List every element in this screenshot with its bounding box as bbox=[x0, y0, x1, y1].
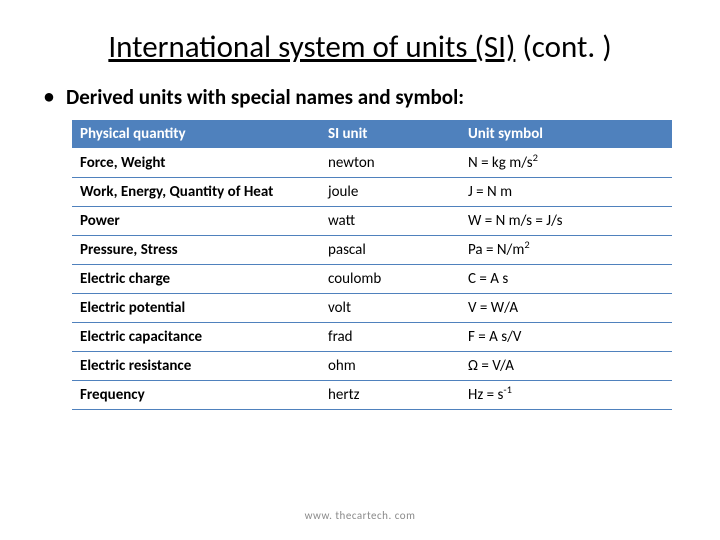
bullet-line: • Derived units with special names and s… bbox=[44, 84, 676, 110]
cell-symbol: V = W/A bbox=[460, 294, 672, 323]
si-units-table: Physical quantity SI unit Unit symbol Fo… bbox=[72, 120, 672, 410]
cell-symbol: W = N m/s = J/s bbox=[460, 207, 672, 236]
table-row: PowerwattW = N m/s = J/s bbox=[72, 207, 672, 236]
table-row: FrequencyhertzHz = s-1 bbox=[72, 381, 672, 410]
cell-symbol: C = A s bbox=[460, 265, 672, 294]
table-row: Electric potentialvoltV = W/A bbox=[72, 294, 672, 323]
cell-unit: hertz bbox=[320, 381, 460, 410]
col-header-qty: Physical quantity bbox=[72, 120, 320, 149]
cell-qty: Electric potential bbox=[72, 294, 320, 323]
cell-qty: Electric capacitance bbox=[72, 323, 320, 352]
cell-unit: coulomb bbox=[320, 265, 460, 294]
title-underlined: International system of units (SI) bbox=[108, 28, 515, 66]
col-header-symbol: Unit symbol bbox=[460, 120, 672, 149]
slide: International system of units (SI) (cont… bbox=[0, 0, 720, 540]
title-rest: (cont. ) bbox=[515, 28, 611, 66]
table-row: Work, Energy, Quantity of HeatjouleJ = N… bbox=[72, 178, 672, 207]
table-header-row: Physical quantity SI unit Unit symbol bbox=[72, 120, 672, 149]
bullet-dot-icon: • bbox=[44, 84, 54, 110]
cell-qty: Frequency bbox=[72, 381, 320, 410]
table-row: Pressure, StresspascalPa = N/m2 bbox=[72, 236, 672, 265]
cell-symbol: Pa = N/m2 bbox=[460, 236, 672, 265]
cell-qty: Power bbox=[72, 207, 320, 236]
cell-symbol: N = kg m/s2 bbox=[460, 149, 672, 178]
cell-qty: Electric resistance bbox=[72, 352, 320, 381]
col-header-unit: SI unit bbox=[320, 120, 460, 149]
cell-unit: newton bbox=[320, 149, 460, 178]
table-row: Force, WeightnewtonN = kg m/s2 bbox=[72, 149, 672, 178]
cell-symbol: Ω = V/A bbox=[460, 352, 672, 381]
cell-unit: joule bbox=[320, 178, 460, 207]
cell-qty: Work, Energy, Quantity of Heat bbox=[72, 178, 320, 207]
cell-unit: ohm bbox=[320, 352, 460, 381]
table-row: Electric capacitancefradF = A s/V bbox=[72, 323, 672, 352]
page-title: International system of units (SI) (cont… bbox=[44, 28, 676, 66]
cell-unit: frad bbox=[320, 323, 460, 352]
cell-symbol: F = A s/V bbox=[460, 323, 672, 352]
cell-symbol: Hz = s-1 bbox=[460, 381, 672, 410]
cell-qty: Electric charge bbox=[72, 265, 320, 294]
cell-qty: Force, Weight bbox=[72, 149, 320, 178]
bullet-text: Derived units with special names and sym… bbox=[66, 84, 464, 110]
cell-unit: volt bbox=[320, 294, 460, 323]
cell-unit: pascal bbox=[320, 236, 460, 265]
table-row: Electric resistanceohmΩ = V/A bbox=[72, 352, 672, 381]
cell-symbol: J = N m bbox=[460, 178, 672, 207]
cell-unit: watt bbox=[320, 207, 460, 236]
table-row: Electric chargecoulombC = A s bbox=[72, 265, 672, 294]
table-body: Force, WeightnewtonN = kg m/s2Work, Ener… bbox=[72, 149, 672, 410]
cell-qty: Pressure, Stress bbox=[72, 236, 320, 265]
footer-url: www. thecartech. com bbox=[0, 509, 720, 522]
